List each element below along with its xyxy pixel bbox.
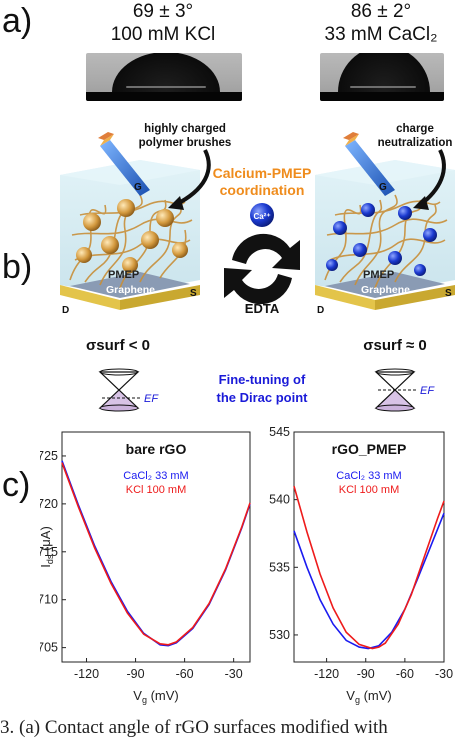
y-tick-label: 720 — [40, 497, 58, 511]
sigma-left-label: σsurf < 0 — [86, 337, 150, 354]
x-tick-label: -30 — [225, 667, 243, 681]
y-tick-label: 725 — [40, 449, 58, 463]
calcium-ion-label: Ca²⁺ — [253, 212, 270, 221]
right-pmep-label: PMEP — [363, 269, 394, 281]
right-dirac-cone-icon: EF — [374, 368, 435, 412]
left-graphene-label: Graphene — [106, 284, 155, 296]
figure-caption: 3. (a) Contact angle of rGO surfaces mod… — [0, 717, 388, 738]
left-condition: 100 mM KCl — [110, 24, 216, 45]
y-axis-label: Ids (μA) — [40, 526, 55, 568]
x-tick-label: -120 — [74, 667, 99, 681]
legend-entry: CaCl₂ 33 mM — [336, 470, 401, 482]
left-droplet-photo — [86, 53, 242, 101]
left-source-label: S — [190, 288, 197, 299]
panel-b-label: b) — [2, 248, 33, 286]
y-tick-label: 535 — [269, 560, 290, 574]
dirac-text-line1: Fine-tuning of — [219, 372, 306, 387]
legend-entry: KCl 100 mM — [339, 484, 400, 496]
x-tick-label: -60 — [396, 667, 414, 681]
plot-frame — [61, 431, 251, 663]
chart-title: bare rGO — [126, 441, 187, 457]
right-ef-label: EF — [420, 385, 435, 397]
x-axis-label: Vg (mV) — [346, 688, 391, 705]
right-device: PMEP Graphene D S G — [315, 132, 455, 316]
y-tick-label: 540 — [269, 493, 290, 507]
y-tick-label: 715 — [40, 545, 58, 559]
right-gate-label: G — [379, 182, 387, 193]
y-tick-label: 705 — [40, 641, 58, 655]
panel-c-label: c) — [2, 466, 31, 504]
y-tick-label: 530 — [269, 628, 290, 642]
left-pmep-label: PMEP — [108, 269, 139, 281]
left-ef-label: EF — [144, 393, 159, 405]
series-line — [61, 462, 251, 646]
series-line — [293, 512, 445, 650]
legend-entry: KCl 100 mM — [126, 484, 187, 496]
right-graphene-label: Graphene — [361, 284, 410, 296]
coordination-line2: coordination — [220, 182, 305, 198]
x-tick-label: -30 — [435, 667, 453, 681]
left-device: PMEP Graphene D S G — [60, 132, 200, 316]
right-source-label: S — [445, 288, 452, 299]
left-callout-line1: highly charged — [144, 123, 226, 135]
x-tick-label: -90 — [127, 667, 145, 681]
left-callout-arrow — [174, 149, 211, 207]
right-droplet-photo — [320, 53, 444, 101]
series-line — [293, 485, 445, 650]
legend-entry: CaCl₂ 33 mM — [123, 470, 188, 482]
bare-rgo-chart: -120 -90 -60 -30 705 710 715 720 725 bare rGO CaCl… — [40, 431, 251, 705]
y-tick-label: 545 — [269, 425, 290, 439]
x-axis-label: Vg (mV) — [133, 688, 178, 705]
plot-frame — [293, 431, 445, 663]
left-gate-label: G — [134, 182, 142, 193]
calcium-ion-icon — [250, 203, 274, 227]
right-drain-label: D — [317, 305, 324, 316]
chart-title: rGO_PMEP — [332, 441, 407, 457]
dirac-text-line2: the Dirac point — [216, 390, 308, 405]
schematic-diagram: PMEP Graphene D S G highly charged polym… — [60, 123, 455, 412]
left-angle-value: 69 ± 3° — [132, 1, 194, 22]
right-callout-line2: neutralization — [378, 137, 453, 149]
y-tick-label: 710 — [40, 593, 58, 607]
reversible-arrows-icon — [224, 233, 300, 305]
rgo-pmep-chart: -120 -90 -60 -30 530 535 540 545 rGO_PMEP CaCl₂ 3… — [269, 425, 453, 705]
x-tick-label: -90 — [357, 667, 375, 681]
left-dirac-cone-icon: EF — [98, 368, 159, 412]
right-callout-line1: charge — [396, 123, 434, 135]
x-tick-label: -120 — [314, 667, 339, 681]
edta-label: EDTA — [245, 301, 280, 316]
x-tick-label: -60 — [176, 667, 194, 681]
panel-a-label: a) — [2, 2, 33, 40]
coordination-line1: Calcium-PMEP — [213, 165, 312, 181]
left-callout-line2: polymer brushes — [139, 137, 232, 149]
sigma-right-label: σsurf ≈ 0 — [363, 337, 427, 354]
right-angle-value: 86 ± 2° — [350, 1, 412, 22]
left-drain-label: D — [62, 305, 69, 316]
right-condition: 33 mM CaCl₂ — [324, 24, 438, 45]
